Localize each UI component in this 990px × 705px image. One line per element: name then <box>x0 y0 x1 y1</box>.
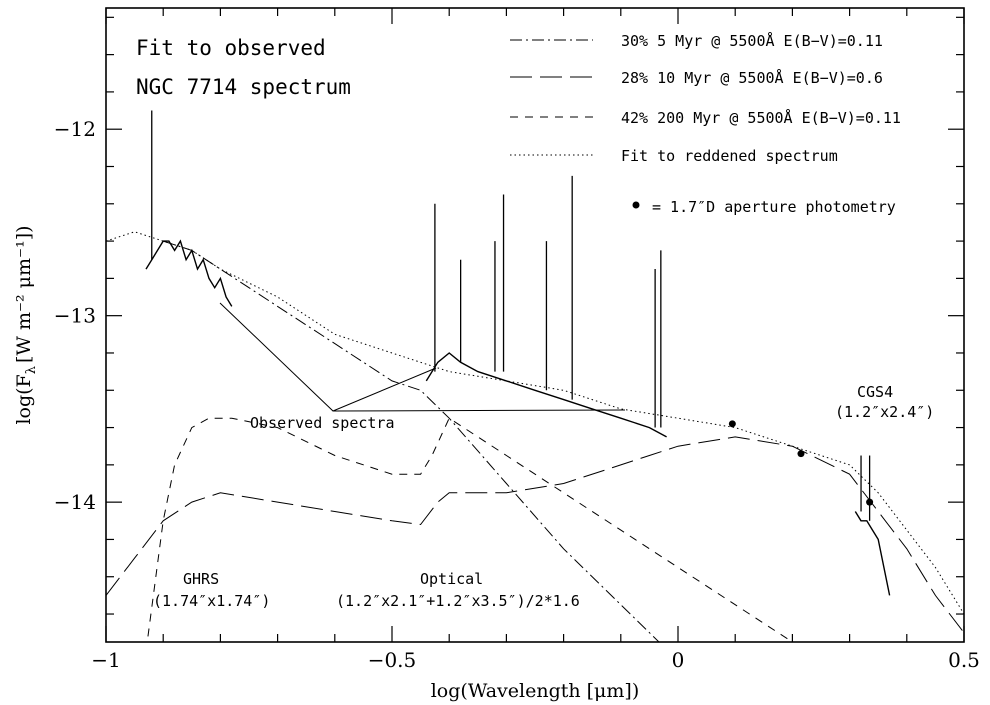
legend-label-200myr: 42% 200 Myr @ 5500Å E(B−V)=0.11 <box>621 108 901 127</box>
annotation-title-line-2: NGC 7714 spectrum <box>136 75 351 99</box>
plot-frame <box>105 7 965 643</box>
annotation-observed-pointer-right <box>332 409 626 412</box>
annotation-ghrs-name: GHRS <box>183 570 219 588</box>
annotation-cgs4-aperture: (1.2″x2.4″) <box>835 403 934 421</box>
ticks-layer: −1 −0.5 0 0.5 −14 −13 −12 <box>54 8 980 672</box>
series-line-4 <box>145 239 233 307</box>
annotation-cgs4-name: CGS4 <box>857 383 893 401</box>
y-tick-label: −12 <box>54 117 96 141</box>
legend-label-5myr: 30% 5 Myr @ 5500Å E(B−V)=0.11 <box>621 31 883 50</box>
annotation-title-line-1: Fit to observed <box>136 36 326 60</box>
photometry-points-layer <box>728 420 874 506</box>
y-axis-label-main: log(F <box>13 374 35 424</box>
legend-photometry-marker <box>632 201 640 209</box>
y-axis-label-rest: [W m⁻² μm⁻¹]) <box>13 225 35 363</box>
y-tick-label: −14 <box>54 490 96 514</box>
photometry-point-0 <box>728 420 736 428</box>
y-tick-label: −13 <box>54 304 96 328</box>
series-line-5 <box>425 352 667 438</box>
x-tick-label: 0.5 <box>948 648 980 672</box>
legend-label-fit: Fit to reddened spectrum <box>621 147 838 165</box>
series-line-6 <box>854 511 891 596</box>
x-tick-label: −0.5 <box>368 648 417 672</box>
y-axis-label: log(Fλ [W m⁻² μm⁻¹]) <box>13 225 39 424</box>
annotation-observed-spectra: Observed spectra <box>250 414 395 432</box>
annotation-optical-name: Optical <box>420 570 483 588</box>
photometry-point-2 <box>866 498 874 506</box>
photometry-point-1 <box>797 450 805 458</box>
y-axis-label-subscript: λ <box>24 366 39 374</box>
annotation-optical-aperture: (1.2″x2.1″+1.2″x3.5″)/2*1.6 <box>336 592 580 610</box>
legend-label-photometry: = 1.7″D aperture photometry <box>652 198 896 216</box>
legend: 30% 5 Myr @ 5500Å E(B−V)=0.11 28% 10 Myr… <box>510 31 901 216</box>
series-line-2 <box>146 417 794 642</box>
annotation-ghrs-aperture: (1.74″x1.74″) <box>153 592 270 610</box>
legend-label-10myr: 28% 10 Myr @ 5500Å E(B−V)=0.6 <box>621 68 883 87</box>
x-tick-label: 0 <box>672 648 685 672</box>
x-axis-label: log(Wavelength [μm]) <box>431 680 640 702</box>
emission-lines-layer <box>151 110 871 521</box>
x-tick-label: −1 <box>91 648 120 672</box>
series-line-3 <box>106 231 964 615</box>
series-line-1 <box>106 436 964 634</box>
